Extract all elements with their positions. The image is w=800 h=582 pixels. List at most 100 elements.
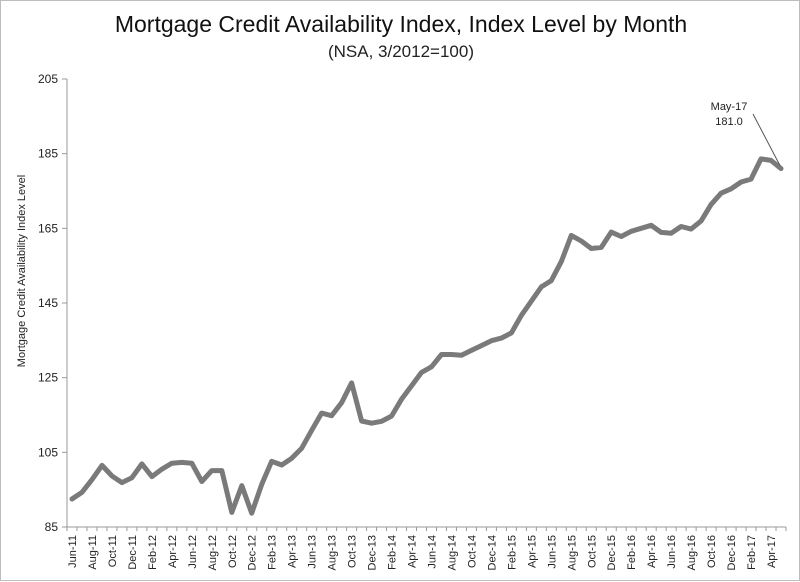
data-point xyxy=(599,245,603,249)
y-tick-label: 205 xyxy=(38,72,58,86)
x-tick-label: Jun-11 xyxy=(67,535,79,568)
data-point xyxy=(719,191,723,195)
data-point xyxy=(260,482,264,487)
data-point xyxy=(320,411,324,415)
data-point xyxy=(240,483,244,488)
data-point xyxy=(120,480,124,485)
data-point xyxy=(290,456,294,460)
data-point xyxy=(389,414,394,418)
x-tick-label: Feb-12 xyxy=(147,535,159,570)
data-point xyxy=(330,414,334,418)
data-point xyxy=(150,475,154,479)
data-point xyxy=(230,510,234,515)
y-tick-label: 185 xyxy=(38,147,58,161)
x-tick-label: Oct-16 xyxy=(706,535,718,568)
data-point xyxy=(439,352,444,357)
data-point xyxy=(399,397,404,401)
x-tick-label: Jun-16 xyxy=(666,535,678,569)
data-point xyxy=(709,202,713,207)
x-tick-label: Apr-17 xyxy=(766,535,778,568)
data-point xyxy=(589,246,593,251)
x-tick-label: Aug-12 xyxy=(207,535,219,570)
x-tick-label: Dec-15 xyxy=(606,535,618,570)
data-point xyxy=(369,421,374,425)
x-tick-label: Jun-15 xyxy=(546,535,558,569)
data-point xyxy=(449,352,454,357)
data-point xyxy=(379,419,384,423)
data-point xyxy=(90,477,94,482)
data-point xyxy=(100,463,104,467)
data-point xyxy=(679,224,683,229)
data-point xyxy=(509,331,513,335)
x-tick-label: Dec-12 xyxy=(247,535,259,570)
data-point xyxy=(170,461,174,465)
data-point xyxy=(220,469,224,473)
data-point xyxy=(280,463,284,467)
x-tick-label: Feb-17 xyxy=(746,535,758,570)
data-point xyxy=(250,511,254,515)
data-point xyxy=(359,419,364,423)
annotation-date: May-17 xyxy=(710,101,748,113)
data-point xyxy=(519,313,523,317)
series-line-0 xyxy=(69,156,784,516)
x-tick-label: Feb-13 xyxy=(267,535,279,570)
data-point xyxy=(499,336,503,340)
data-point xyxy=(419,370,424,375)
data-point xyxy=(539,285,543,289)
x-tick-label: Aug-14 xyxy=(446,535,458,570)
data-point xyxy=(340,401,344,405)
chart-title: Mortgage Credit Availability Index, Inde… xyxy=(114,11,688,37)
last-point-annotation: May-17 181.0 xyxy=(707,100,751,130)
x-tick-label: Apr-13 xyxy=(287,535,299,568)
data-point xyxy=(409,384,414,388)
x-tick-label: Aug-13 xyxy=(327,535,339,570)
data-point xyxy=(140,462,144,466)
data-point xyxy=(459,353,464,357)
x-tick-label: Apr-16 xyxy=(646,535,658,568)
data-point xyxy=(190,461,194,465)
data-point xyxy=(180,460,184,465)
y-tick-label: 85 xyxy=(45,520,59,534)
data-point xyxy=(489,339,494,343)
data-point xyxy=(669,231,673,235)
x-tick-label: Jun-14 xyxy=(426,535,438,569)
data-point xyxy=(759,157,763,161)
data-point xyxy=(729,187,733,191)
data-point xyxy=(659,230,663,235)
y-tick-label: 145 xyxy=(38,296,58,310)
y-tick-label: 165 xyxy=(38,221,58,235)
x-tick-label: Feb-15 xyxy=(506,535,518,570)
data-point xyxy=(769,158,773,162)
x-tick-label: Dec-14 xyxy=(486,535,498,570)
data-point xyxy=(479,343,484,348)
data-point xyxy=(210,469,214,473)
data-point xyxy=(609,230,613,234)
data-point xyxy=(579,239,583,243)
x-tick-label: Oct-14 xyxy=(466,535,478,568)
x-tick-label: Jun-12 xyxy=(187,535,199,569)
x-tick-label: Dec-11 xyxy=(127,535,139,570)
data-point xyxy=(689,227,693,231)
data-point xyxy=(699,219,703,223)
data-point xyxy=(70,497,74,501)
x-tick-label: Aug-15 xyxy=(566,535,578,570)
data-point xyxy=(639,226,643,230)
x-tick-label: Oct-12 xyxy=(227,535,239,568)
x-tick-label: Apr-14 xyxy=(407,535,419,568)
x-tick-label: Apr-15 xyxy=(526,535,538,568)
x-tick-label: Feb-14 xyxy=(387,535,399,570)
data-point xyxy=(110,474,114,478)
data-point xyxy=(569,233,573,238)
data-point xyxy=(350,381,354,385)
x-tick-label: Dec-16 xyxy=(726,535,738,570)
data-point xyxy=(649,223,653,227)
annotation-value: 181.0 xyxy=(715,116,743,128)
y-tick-label: 125 xyxy=(38,371,58,385)
x-tick-label: Oct-11 xyxy=(107,535,119,567)
x-tick-label: Oct-15 xyxy=(586,535,598,568)
data-point xyxy=(559,259,563,264)
chart-subtitle: (NSA, 3/2012=100) xyxy=(327,42,474,61)
data-point xyxy=(619,234,623,239)
